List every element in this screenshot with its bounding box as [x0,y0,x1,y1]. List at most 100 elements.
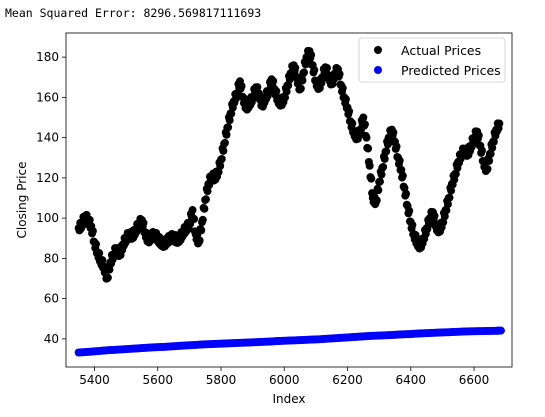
actual-price-point [222,130,231,139]
actual-price-point [442,206,451,215]
actual-price-point [300,68,309,77]
actual-price-point [203,187,212,196]
actual-price-point [200,204,209,213]
actual-price-point [272,87,281,96]
actual-price-point [197,226,206,235]
actual-price-point [310,66,319,75]
x-tick-label: 6000 [269,373,300,387]
actual-price-point [253,83,262,92]
actual-price-point [486,149,495,158]
y-tick-label: 40 [44,332,59,346]
actual-price-point [237,82,246,91]
actual-price-point [360,120,369,129]
actual-price-point [488,143,497,152]
actual-price-point [92,240,101,249]
actual-price-point [398,171,407,180]
actual-price-point [392,142,401,151]
actual-price-point [408,220,417,229]
actual-price-point [445,193,454,202]
actual-price-point [489,137,498,146]
actual-price-point [430,211,439,220]
actual-price-point [88,226,97,235]
actual-price-point [341,95,350,104]
actual-price-point [296,84,305,93]
y-axis-ticks: 40 60 80 100 120 140 160 180 [36,50,66,346]
actual-price-point [367,174,376,183]
legend-box [358,37,506,83]
actual-price-point [377,170,386,179]
actual-price-point [98,256,107,265]
actual-price-point [307,50,316,59]
actual-price-point [348,119,357,128]
actual-price-point [375,177,384,186]
actual-price-point [379,163,388,172]
actual-price-point [95,249,104,258]
actual-price-point [216,161,225,170]
predicted-price-point [496,326,505,335]
x-tick-label: 5600 [142,373,173,387]
legend-marker-actual [374,46,382,54]
actual-price-point [372,196,381,205]
actual-price-point [365,161,374,170]
mse-output-line: Mean Squared Error: 8296.569817111693 [5,6,262,20]
actual-price-point [219,146,228,155]
actual-price-point [485,156,494,165]
legend: Actual Prices Predicted Prices [358,37,506,83]
actual-price-point [269,77,278,86]
x-tick-label: 5800 [206,373,237,387]
x-axis-label: Index [272,392,305,406]
actual-price-point [439,218,448,227]
y-tick-label: 120 [36,171,59,185]
actual-price-point [440,212,449,221]
actual-price-point [225,116,234,125]
actual-price-point [443,200,452,209]
y-tick-label: 180 [36,50,59,64]
actual-price-point [474,131,483,140]
actual-price-point [495,119,504,128]
actual-price-point [282,87,291,96]
y-tick-label: 100 [36,211,59,225]
x-tick-label: 6200 [332,373,363,387]
actual-price-point [405,206,414,215]
actual-price-point [227,109,236,118]
actual-price-point [224,123,233,132]
actual-price-point [338,84,347,93]
actual-price-point [359,113,368,122]
actual-price-point [298,76,307,85]
actual-price-point [395,156,404,165]
legend-marker-predicted [374,66,382,74]
predicted-prices-series [74,326,505,357]
x-tick-label: 5400 [79,373,110,387]
actual-price-point [483,165,492,174]
y-tick-label: 60 [44,292,59,306]
actual-price-point [382,147,391,156]
actual-price-point [201,195,210,204]
actual-price-point [322,64,331,73]
actual-price-point [220,138,229,147]
actual-price-point [380,154,389,163]
actual-price-point [190,214,199,223]
y-tick-label: 80 [44,251,59,265]
actual-price-point [364,144,373,153]
actual-price-point [389,128,398,137]
y-tick-label: 140 [36,131,59,145]
actual-price-point [362,133,371,142]
actual-price-point [335,70,344,79]
actual-price-point [447,186,456,195]
actual-price-point [281,93,290,102]
legend-label-predicted: Predicted Prices [401,63,501,78]
x-tick-label: 6400 [396,373,427,387]
actual-price-point [411,231,420,240]
actual-prices-series [74,46,504,283]
actual-price-point [195,236,204,245]
actual-price-point [188,206,197,215]
x-tick-label: 6600 [459,373,490,387]
y-axis-label: Closing Price [15,162,29,239]
actual-price-point [214,168,223,177]
actual-price-point [139,218,148,227]
actual-price-point [217,154,226,163]
legend-label-actual: Actual Prices [401,43,481,58]
x-axis-ticks: 5400 5600 5800 6000 6200 6400 6600 [79,367,489,387]
actual-price-point [345,107,354,116]
